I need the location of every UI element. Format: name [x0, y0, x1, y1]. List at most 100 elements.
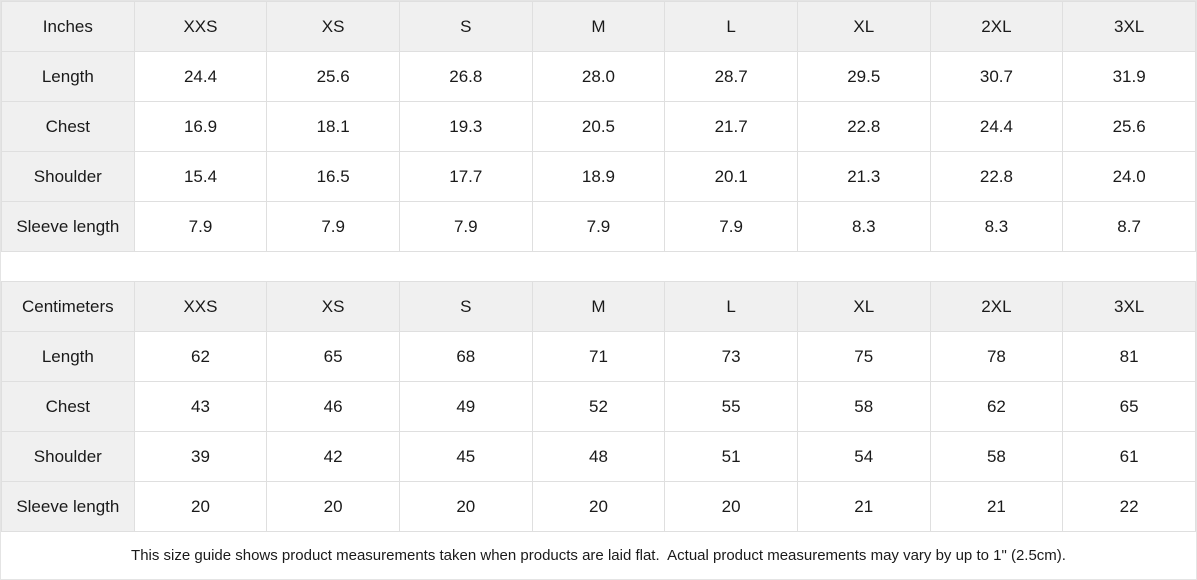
measurement-value-cell: 42 — [266, 431, 400, 482]
measurement-value-cell: 15.4 — [133, 151, 268, 202]
measurement-value-cell: 20.1 — [664, 151, 798, 202]
measurement-value-cell: 21 — [929, 481, 1064, 532]
measurement-value-cell: 20 — [398, 481, 533, 532]
measurement-value-cell: 8.3 — [796, 201, 931, 252]
measurement-value-cell: 24.4 — [133, 51, 268, 102]
measurement-value-cell: 65 — [266, 331, 400, 382]
measurement-row: Shoulder 39 42 45 48 51 54 58 61 — [1, 431, 1196, 482]
size-column-header-3xl: 3XL — [1062, 1, 1196, 52]
size-column-header-s: S — [398, 281, 533, 332]
measurement-row-label: Shoulder — [1, 431, 135, 482]
measurement-value-cell: 22.8 — [796, 101, 931, 152]
size-guide-disclaimer: This size guide shows product measuremen… — [1, 532, 1196, 579]
measurement-value-cell: 71 — [531, 331, 666, 382]
size-column-header-2xl: 2XL — [929, 281, 1064, 332]
size-table-header-row: Inches XXS XS S M L XL 2XL 3XL — [1, 1, 1196, 52]
measurement-value-cell: 16.5 — [266, 151, 400, 202]
measurement-value-cell: 51 — [664, 431, 798, 482]
measurement-value-cell: 52 — [531, 381, 666, 432]
measurement-row: Chest 16.9 18.1 19.3 20.5 21.7 22.8 24.4 25.6 — [1, 101, 1196, 152]
measurement-value-cell: 20 — [133, 481, 268, 532]
size-column-header-xs: XS — [266, 281, 400, 332]
measurement-value-cell: 16.9 — [133, 101, 268, 152]
unit-header-centimeters: Centimeters — [1, 281, 135, 332]
measurement-value-cell: 24.0 — [1062, 151, 1196, 202]
size-column-header-2xl: 2XL — [929, 1, 1064, 52]
measurement-row-label: Chest — [1, 101, 135, 152]
size-guide-tables: Inches XXS XS S M L XL 2XL 3XL Length 24.4 25.6 26.8… — [1, 1, 1196, 532]
measurement-value-cell: 20 — [266, 481, 400, 532]
measurement-row: Sleeve length 7.9 7.9 7.9 7.9 7.9 8.3 8.3 8.7 — [1, 201, 1196, 252]
measurement-row-label: Sleeve length — [1, 201, 135, 252]
measurement-value-cell: 45 — [398, 431, 533, 482]
measurement-row-label: Length — [1, 331, 135, 382]
size-column-header-xl: XL — [796, 281, 931, 332]
measurement-value-cell: 25.6 — [266, 51, 400, 102]
measurement-value-cell: 7.9 — [531, 201, 666, 252]
measurement-row-label: Shoulder — [1, 151, 135, 202]
measurement-value-cell: 58 — [929, 431, 1064, 482]
measurement-value-cell: 48 — [531, 431, 666, 482]
size-table-inches: Inches XXS XS S M L XL 2XL 3XL Length 24.4 25.6 26.8… — [1, 1, 1196, 252]
size-column-header-xxs: XXS — [133, 281, 268, 332]
measurement-value-cell: 20 — [531, 481, 666, 532]
measurement-row-label: Length — [1, 51, 135, 102]
measurement-value-cell: 46 — [266, 381, 400, 432]
table-spacer — [1, 252, 1196, 281]
measurement-value-cell: 58 — [796, 381, 931, 432]
measurement-row-label: Chest — [1, 381, 135, 432]
measurement-value-cell: 54 — [796, 431, 931, 482]
measurement-row: Chest 43 46 49 52 55 58 62 65 — [1, 381, 1196, 432]
measurement-value-cell: 28.7 — [664, 51, 798, 102]
measurement-value-cell: 7.9 — [664, 201, 798, 252]
measurement-row: Sleeve length 20 20 20 20 20 21 21 22 — [1, 481, 1196, 532]
measurement-value-cell: 31.9 — [1062, 51, 1196, 102]
measurement-value-cell: 62 — [133, 331, 268, 382]
measurement-value-cell: 17.7 — [398, 151, 533, 202]
measurement-value-cell: 28.0 — [531, 51, 666, 102]
measurement-value-cell: 8.7 — [1062, 201, 1196, 252]
measurement-value-cell: 55 — [664, 381, 798, 432]
measurement-value-cell: 7.9 — [398, 201, 533, 252]
measurement-value-cell: 26.8 — [398, 51, 533, 102]
measurement-value-cell: 24.4 — [929, 101, 1064, 152]
measurement-value-cell: 20 — [664, 481, 798, 532]
measurement-value-cell: 78 — [929, 331, 1064, 382]
measurement-row-label: Sleeve length — [1, 481, 135, 532]
measurement-value-cell: 75 — [796, 331, 931, 382]
size-column-header-3xl: 3XL — [1062, 281, 1196, 332]
measurement-value-cell: 7.9 — [266, 201, 400, 252]
size-column-header-m: M — [531, 281, 666, 332]
size-column-header-m: M — [531, 1, 666, 52]
measurement-value-cell: 22.8 — [929, 151, 1064, 202]
measurement-row: Length 24.4 25.6 26.8 28.0 28.7 29.5 30.7 31.9 — [1, 51, 1196, 102]
size-table-centimeters: Centimeters XXS XS S M L XL 2XL 3XL Length 62 65 68 7… — [1, 281, 1196, 532]
measurement-value-cell: 43 — [133, 381, 268, 432]
size-table-header-row: Centimeters XXS XS S M L XL 2XL 3XL — [1, 281, 1196, 332]
measurement-value-cell: 30.7 — [929, 51, 1064, 102]
measurement-value-cell: 19.3 — [398, 101, 533, 152]
measurement-value-cell: 29.5 — [796, 51, 931, 102]
measurement-value-cell: 62 — [929, 381, 1064, 432]
measurement-value-cell: 8.3 — [929, 201, 1064, 252]
size-column-header-l: L — [664, 1, 798, 52]
size-column-header-xl: XL — [796, 1, 931, 52]
measurement-value-cell: 68 — [398, 331, 533, 382]
measurement-value-cell: 65 — [1062, 381, 1196, 432]
measurement-value-cell: 18.9 — [531, 151, 666, 202]
measurement-value-cell: 21.7 — [664, 101, 798, 152]
measurement-value-cell: 20.5 — [531, 101, 666, 152]
measurement-value-cell: 21 — [796, 481, 931, 532]
measurement-value-cell: 73 — [664, 331, 798, 382]
measurement-value-cell: 49 — [398, 381, 533, 432]
size-column-header-s: S — [398, 1, 533, 52]
size-column-header-xxs: XXS — [133, 1, 268, 52]
measurement-value-cell: 22 — [1062, 481, 1196, 532]
unit-header-inches: Inches — [1, 1, 135, 52]
measurement-value-cell: 7.9 — [133, 201, 268, 252]
measurement-value-cell: 61 — [1062, 431, 1196, 482]
measurement-value-cell: 25.6 — [1062, 101, 1196, 152]
measurement-value-cell: 21.3 — [796, 151, 931, 202]
measurement-value-cell: 18.1 — [266, 101, 400, 152]
